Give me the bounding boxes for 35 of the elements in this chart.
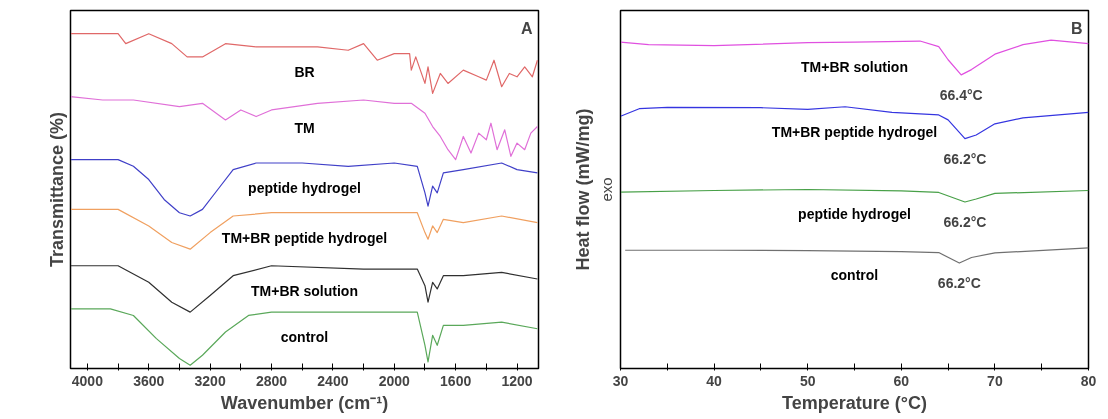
x-tick-label: 80 xyxy=(1080,372,1097,389)
x-axis-title: Wavenumber (cm⁻¹) xyxy=(220,392,389,413)
series-label: control xyxy=(280,329,329,346)
annotation: 66.4°C xyxy=(939,86,983,103)
text: B xyxy=(1070,19,1083,37)
x-tick-label: 3600 xyxy=(133,372,165,389)
x-tick-label: 3200 xyxy=(194,372,226,389)
x-axis-title: Temperature (°C) xyxy=(782,392,927,413)
series-label: TM+BR solution xyxy=(801,58,908,75)
x-tick-label: 4000 xyxy=(71,372,104,389)
series-label: TM+BR solution xyxy=(251,282,358,299)
y-axis-title: Transmittance (%) xyxy=(46,111,67,268)
annotation: 66.2°C xyxy=(937,275,981,292)
series-label: control xyxy=(830,267,879,284)
x-tick-label: 70 xyxy=(987,372,1003,389)
series-label: peptide hydrogel xyxy=(248,179,361,196)
x-tick-label: 2000 xyxy=(378,372,411,389)
x-tick-label: 50 xyxy=(799,372,816,389)
series-label: TM+BR peptide hydrogel xyxy=(771,123,938,140)
y-axis-title: Heat flow (mW/mg) xyxy=(572,108,593,271)
x-tick-label: 1600 xyxy=(440,372,472,389)
annotation: 66.2°C xyxy=(943,213,987,230)
x-tick-label: 2400 xyxy=(317,372,349,389)
series-label: peptide hydrogel xyxy=(798,206,911,223)
x-tick-label: 60 xyxy=(893,372,910,389)
text: exo xyxy=(597,177,615,202)
x-tick-label: 1200 xyxy=(501,372,533,389)
x-tick-label: 40 xyxy=(706,372,723,389)
series-label: TM xyxy=(294,120,315,137)
series-label: TM+BR peptide hydrogel xyxy=(221,229,388,246)
x-tick-label: 30 xyxy=(612,372,629,389)
annotation: A xyxy=(520,19,533,37)
x-tick-label: 2800 xyxy=(255,372,288,389)
annotation: 66.2°C xyxy=(943,150,987,167)
series-label: BR xyxy=(294,63,315,80)
